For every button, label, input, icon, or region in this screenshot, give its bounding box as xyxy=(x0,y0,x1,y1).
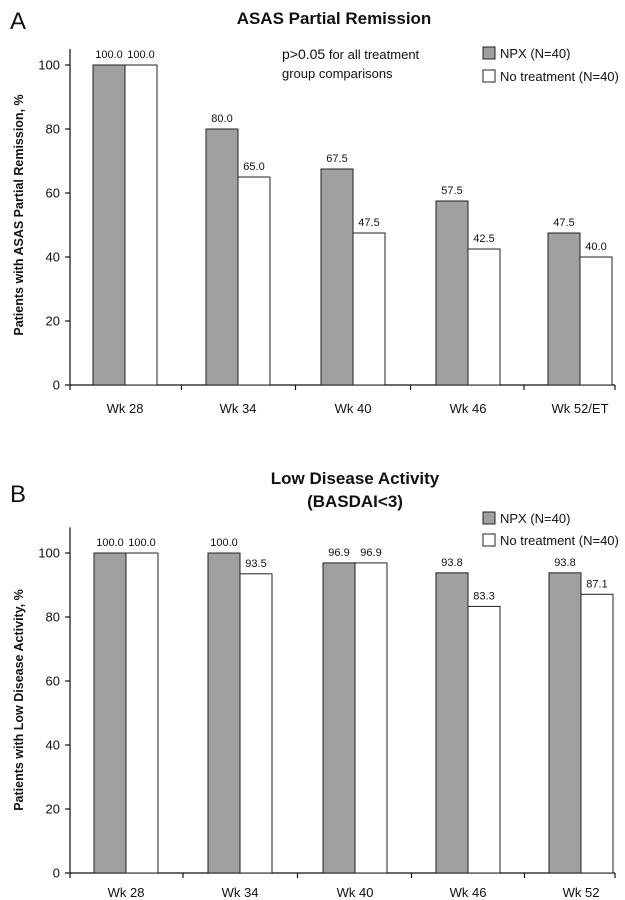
panel-a-category-label: Wk 28 xyxy=(107,401,144,416)
panel-a-category-label: Wk 52/ET xyxy=(551,401,608,416)
panel-b-category-label: Wk 46 xyxy=(450,885,487,900)
panel-a-y-tick-label: 60 xyxy=(46,186,60,201)
panel-a-bar-no-treatment xyxy=(467,248,501,386)
panel-b-legend-swatch-no-treatment xyxy=(482,533,496,547)
panel-b-y-tick-label: 100 xyxy=(38,546,60,561)
panel-a-y-tick-label: 40 xyxy=(46,250,60,265)
panel-b-data-label: 100.0 xyxy=(128,537,156,549)
panel-b-bar-npx xyxy=(93,552,127,874)
panel-b-data-label: 87.1 xyxy=(586,578,607,590)
panel-a-bar-npx xyxy=(320,168,354,386)
panel-a-data-label: 100.0 xyxy=(95,49,123,61)
panel-b-y-tick-label: 0 xyxy=(53,866,60,881)
panel-b-data-label: 96.9 xyxy=(360,547,381,559)
panel-b-legend: NPX (N=40) No treatment (N=40) xyxy=(482,511,619,548)
panel-a-bar-npx xyxy=(435,200,469,386)
panel-a-plot: 0 20 40 60 80 100 Wk 28 Wk 34 Wk 40 Wk 46 Wk 52/ET… xyxy=(38,49,616,416)
panel-b-bar-no-treatment xyxy=(125,552,159,874)
panel-a-data-label: 67.5 xyxy=(326,153,347,165)
panel-a-data-label: 65.0 xyxy=(243,161,264,173)
panel-b-bar-no-treatment xyxy=(354,562,388,874)
panel-b-data-label: 100.0 xyxy=(210,537,238,549)
panel-a-title: ASAS Partial Remission xyxy=(237,9,432,28)
panel-a-data-label: 47.5 xyxy=(358,217,379,229)
panel-a-bar-no-treatment xyxy=(352,232,386,386)
panel-b-bar-npx xyxy=(322,562,356,874)
panel-a-bar-npx xyxy=(92,64,126,386)
panel-a-data-label: 80.0 xyxy=(211,113,232,125)
panel-b-bar-no-treatment xyxy=(467,605,501,874)
panel-a-bar-no-treatment xyxy=(579,256,613,386)
panel-b-bar-no-treatment xyxy=(239,573,273,874)
panel-a-legend-swatch-no-treatment xyxy=(482,69,496,83)
panel-b-data-label: 93.8 xyxy=(554,557,575,569)
panel-a-data-label: 57.5 xyxy=(441,185,462,197)
panel-b-data-label: 93.8 xyxy=(441,557,462,569)
panel-a-data-label: 40.0 xyxy=(585,241,606,253)
panel-a-data-label: 42.5 xyxy=(473,233,494,245)
panel-a-y-tick-label: 0 xyxy=(53,378,60,393)
panel-a-legend-npx: NPX (N=40) xyxy=(500,46,570,61)
panel-b-data-label: 100.0 xyxy=(96,537,124,549)
panel-a-annotation-rest: for all treatment xyxy=(329,47,420,62)
panel-b-category-label: Wk 40 xyxy=(337,885,374,900)
panel-b-letter: B xyxy=(10,481,26,508)
panel-a-letter: A xyxy=(10,8,26,35)
panel-b-bar-no-treatment xyxy=(580,593,614,874)
panel-b-data-label: 93.5 xyxy=(245,558,266,570)
panel-b-data-label: 96.9 xyxy=(328,547,349,559)
panel-a-bar-no-treatment xyxy=(237,176,271,386)
panel-b-data-label: 83.3 xyxy=(473,590,494,602)
panel-a-annotation-pvalue: p>0.05 xyxy=(282,46,325,62)
panel-b-y-tick-label: 60 xyxy=(46,674,60,689)
panel-b-category-label: Wk 52 xyxy=(563,885,600,900)
panel-a-bar-no-treatment xyxy=(124,64,158,386)
panel-a-annotation-line1: p>0.05 for all treatment xyxy=(282,46,420,62)
panel-a-data-label: 47.5 xyxy=(553,217,574,229)
panel-b-bar-npx xyxy=(435,572,469,874)
panel-b-plot: 0 20 40 60 80 100 Wk 28 Wk 34 Wk 40 Wk 46 Wk 52 100… xyxy=(38,527,616,900)
panel-b-category-label: Wk 28 xyxy=(108,885,145,900)
panel-b-category-label: Wk 34 xyxy=(222,885,259,900)
panel-a-data-label: 100.0 xyxy=(127,49,155,61)
panel-b-y-axis-label: Patients with Low Disease Activity, % xyxy=(12,589,26,811)
panel-b-legend-swatch-npx xyxy=(482,511,496,525)
panel-b-legend-npx: NPX (N=40) xyxy=(500,511,570,526)
panel-a-bar-npx xyxy=(205,128,239,386)
panel-b-y-tick-label: 40 xyxy=(46,738,60,753)
panel-a-y-tick-label: 80 xyxy=(46,122,60,137)
panel-a-bar-npx xyxy=(547,232,581,386)
panel-b-legend-no-treatment: No treatment (N=40) xyxy=(500,533,619,548)
panel-b-title: Low Disease Activity xyxy=(271,469,440,488)
panel-a-category-label: Wk 46 xyxy=(450,401,487,416)
panel-a-y-tick-label: 20 xyxy=(46,314,60,329)
panel-a: A ASAS Partial Remission Patients with A… xyxy=(10,8,619,416)
panel-a-category-label: Wk 34 xyxy=(220,401,257,416)
panel-b-y-tick-label: 80 xyxy=(46,610,60,625)
panel-a-y-axis-label: Patients with ASAS Partial Remission, % xyxy=(12,94,26,335)
panel-a-legend: NPX (N=40) No treatment (N=40) xyxy=(482,46,619,84)
panel-b-subtitle: (BASDAI<3) xyxy=(307,492,403,511)
panel-a-legend-no-treatment: No treatment (N=40) xyxy=(500,69,619,84)
panel-b-bar-npx xyxy=(207,552,241,874)
panel-b-y-tick-label: 20 xyxy=(46,802,60,817)
panel-a-y-tick-label: 100 xyxy=(38,58,60,73)
panel-a-category-label: Wk 40 xyxy=(335,401,372,416)
panel-b: B Low Disease Activity (BASDAI<3) Patien… xyxy=(10,469,619,900)
panel-a-legend-swatch-npx xyxy=(482,46,496,60)
panel-a-annotation-line2: group comparisons xyxy=(282,66,393,81)
panel-b-bar-npx xyxy=(548,572,582,874)
